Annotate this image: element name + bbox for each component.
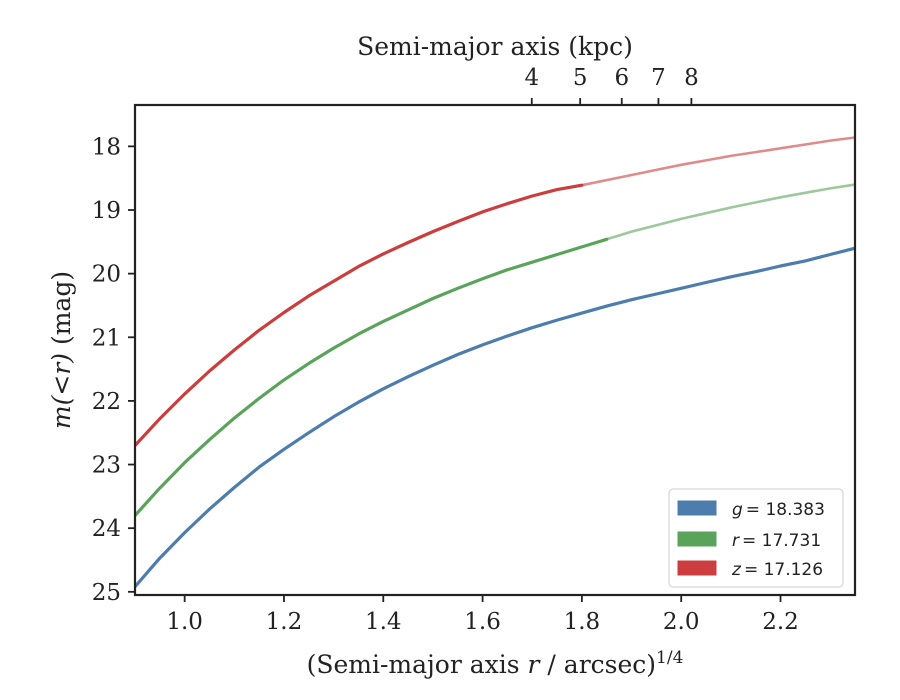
x-tick-label: 1.4 (365, 609, 402, 635)
y-tick-label: 21 (92, 325, 121, 351)
x-axis-title-var: r (528, 650, 542, 679)
legend-label-g: g = 18.383 (732, 500, 825, 520)
series-line-r (135, 237, 609, 518)
x-axis-title-sup: 1/4 (656, 648, 683, 668)
legend-band-r: r (732, 531, 740, 551)
series-line-z (135, 183, 584, 448)
y-tick-label: 24 (92, 516, 121, 542)
plot-frame (133, 103, 857, 597)
legend-value-r: = 17.731 (742, 531, 821, 551)
y-tick-label: 18 (92, 134, 121, 160)
x-tick-label: 1.6 (464, 609, 501, 635)
legend-band-g: g (732, 500, 743, 520)
legend-band-z: z (731, 560, 742, 580)
ticks-layer: 1.0 1.2 1.4 1.6 1.8 2.0 2.2 18 19 20 21 22 23 24 25 4 5 6… (92, 65, 799, 635)
series-line-z-extrapolated (555, 136, 855, 191)
top-x-tick-label: 4 (524, 65, 539, 91)
top-x-tick-label: 5 (573, 65, 588, 91)
x-axis-title: (Semi-major axis r / arcsec)1/4 (307, 648, 684, 679)
y-tick-label: 19 (92, 198, 121, 224)
legend-swatch-z (677, 560, 717, 576)
series-line-g (135, 246, 855, 589)
x-tick-label: 2.2 (762, 609, 799, 635)
x-axis-title-pre: (Semi-major axis (307, 650, 528, 679)
top-x-tick-label: 6 (614, 65, 629, 91)
y-axis-title-math: m(<r) (47, 353, 76, 429)
legend-label-r: r = 17.731 (732, 531, 821, 551)
y-tick-label: 23 (92, 453, 121, 479)
top-x-tick-label: 8 (684, 65, 699, 91)
y-axis-title-unit: (mag) (47, 271, 76, 353)
legend-value-g: = 18.383 (746, 500, 825, 520)
top-axis-title: Semi-major axis (kpc) (357, 32, 633, 61)
x-tick-label: 2.0 (663, 609, 700, 635)
y-axis-title: m(<r) (mag) (47, 271, 76, 429)
legend-swatch-g (677, 500, 717, 516)
x-tick-label: 1.0 (166, 609, 203, 635)
series-line-r-extrapolated (605, 183, 855, 241)
x-tick-label: 1.8 (564, 609, 601, 635)
x-tick-label: 1.2 (266, 609, 303, 635)
x-axis-title-post: / arcsec) (539, 650, 656, 679)
series-layer (135, 136, 855, 589)
legend-value-z: = 17.126 (744, 560, 823, 580)
legend-label-z: z = 17.126 (731, 560, 823, 580)
y-tick-label: 25 (92, 580, 121, 606)
top-x-tick-label: 7 (651, 65, 666, 91)
legend-swatch-r (677, 531, 717, 547)
legend: g = 18.383 r = 17.731 z = 17.126 (668, 488, 844, 588)
y-tick-label: 20 (92, 262, 121, 288)
y-tick-label: 22 (92, 389, 121, 415)
